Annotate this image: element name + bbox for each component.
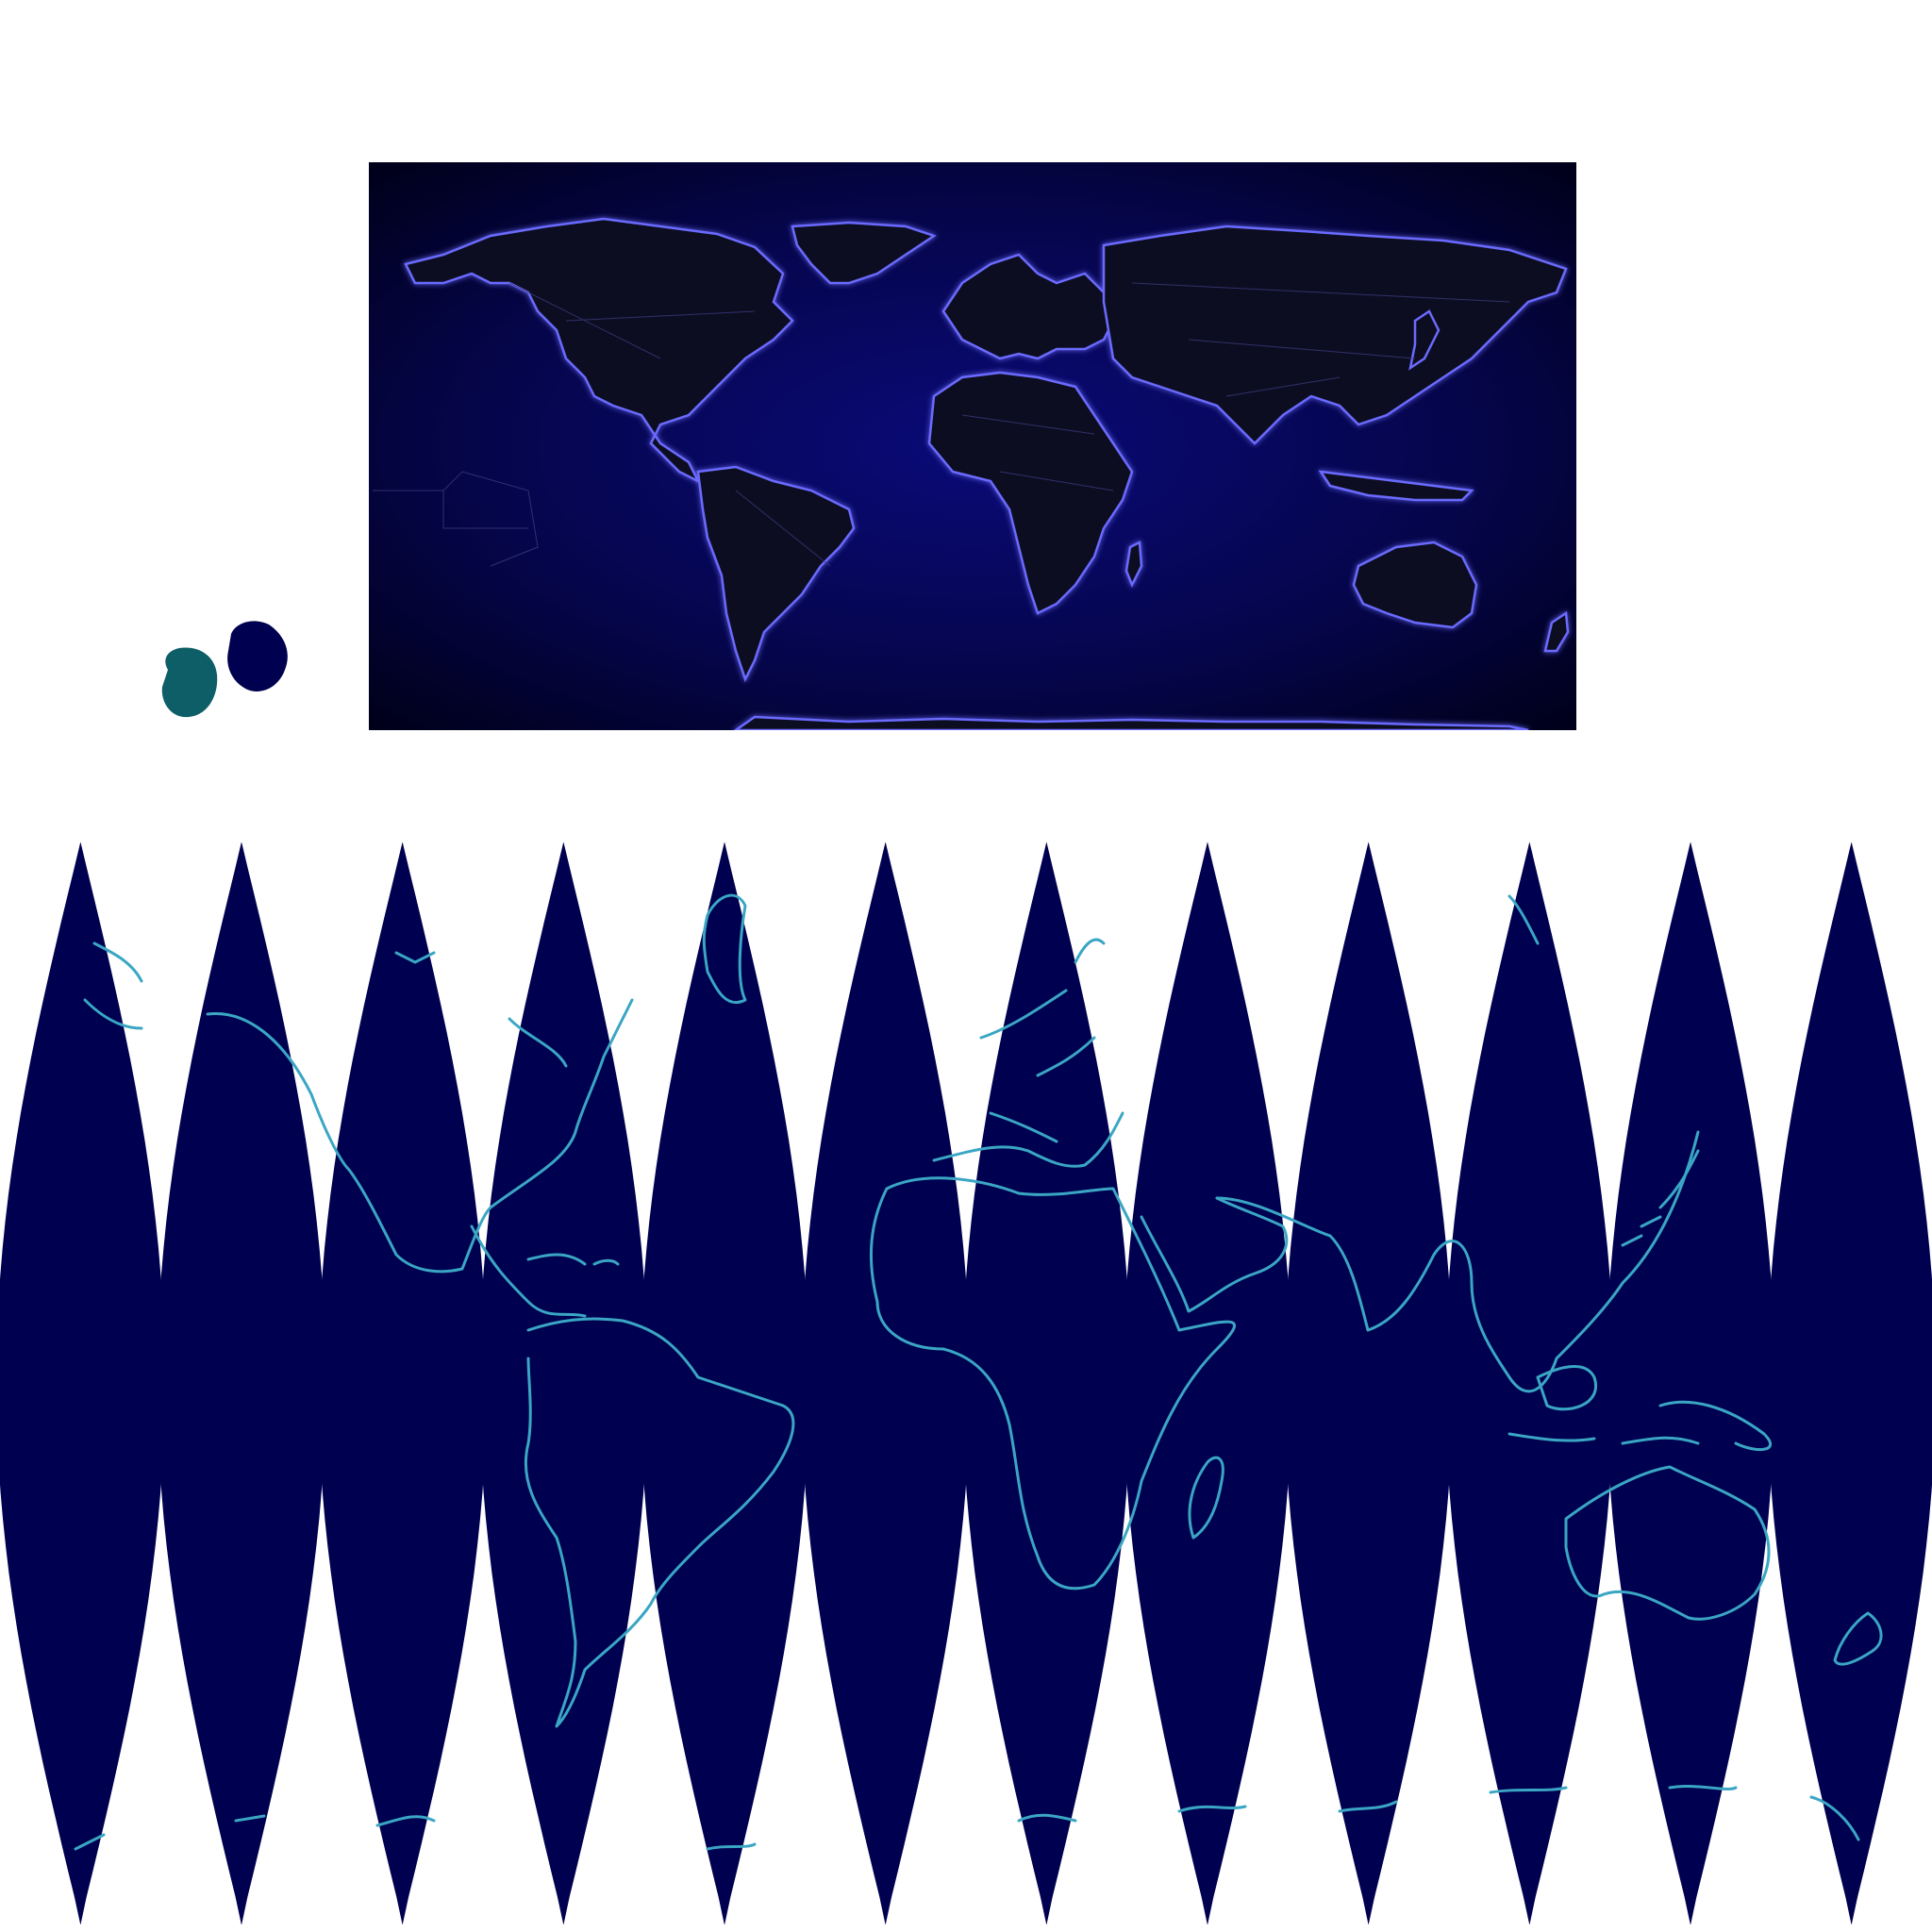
madagascar-land: [1124, 541, 1143, 589]
gore-indonesia-coast: [1507, 1364, 1773, 1452]
gore-4: [479, 842, 648, 1924]
gore-madagascar-coast: [1188, 1456, 1224, 1540]
gore-1: [0, 842, 165, 1924]
australia-land: [1352, 541, 1478, 629]
gore-south-america-coast: [524, 1317, 795, 1728]
new-zealand-land: [1543, 610, 1570, 653]
gore-strips: [0, 842, 1932, 1924]
gore-7: [962, 842, 1131, 1924]
color-swatches: [161, 621, 288, 718]
teal-swatch: [161, 647, 218, 718]
gore-6: [801, 842, 970, 1924]
indonesia-land: [1318, 470, 1474, 502]
south-america-land: [696, 465, 856, 683]
gore-new-zealand-coast: [1833, 1611, 1883, 1666]
africa-land: [927, 371, 1134, 615]
gore-asia-coast: [1215, 1130, 1700, 1393]
gore-5: [640, 842, 809, 1924]
gore-greenland-coast: [702, 893, 747, 1005]
gore-3: [318, 842, 487, 1924]
gore-10: [1445, 842, 1614, 1924]
gore-arabia-coast: [1140, 1196, 1289, 1313]
flat-world-map: [369, 162, 1576, 730]
gore-12: [1767, 842, 1932, 1924]
gore-north-america-coast: [206, 998, 634, 1274]
gore-9: [1284, 842, 1453, 1924]
gore-2: [157, 842, 326, 1924]
gore-japan-coast: [1621, 1149, 1700, 1247]
greenland-land: [791, 221, 937, 285]
navy-swatch: [227, 621, 288, 691]
flat-map-landmasses: [404, 217, 1570, 730]
gore-8: [1123, 842, 1292, 1924]
asia-land: [1102, 225, 1568, 445]
gore-coastlines: [74, 893, 1883, 1851]
gore-world-map: [0, 842, 1932, 1924]
gore-11: [1606, 842, 1775, 1924]
flat-map-borders: [373, 282, 1510, 567]
japan-land: [1408, 309, 1441, 371]
gore-africa-coast: [869, 1176, 1237, 1591]
gore-arctic-coast: [83, 894, 1540, 1068]
gore-australia-coast: [1564, 1465, 1771, 1621]
gore-antarctica-coast: [74, 1785, 1860, 1851]
gore-caribbean-coast: [470, 1224, 620, 1318]
gore-europe-coast: [932, 989, 1124, 1168]
antarctica-land: [733, 715, 1529, 730]
